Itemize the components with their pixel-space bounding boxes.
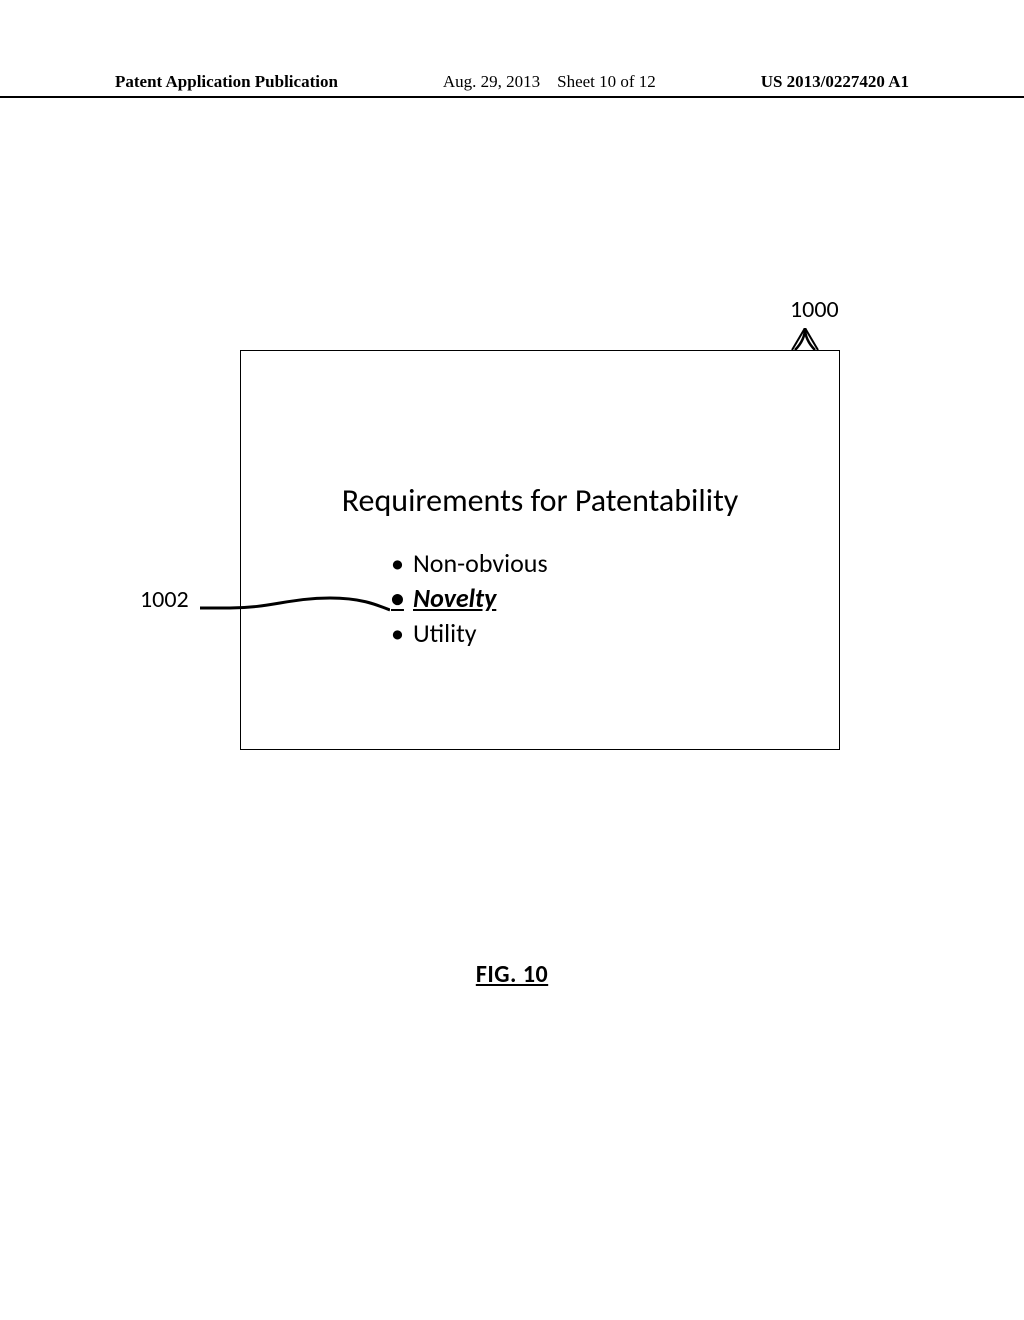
publication-type: Patent Application Publication — [115, 72, 338, 92]
lead-line-1002 — [200, 596, 390, 616]
bullet-dot-icon: • — [391, 616, 404, 651]
bullet-item-2-emphasized: • Novelty — [391, 581, 548, 616]
bullet-list: • Non-obvious • Novelty • Utility — [391, 546, 548, 651]
reference-numeral-1002: 1002 — [140, 585, 189, 614]
lead-line-1000 — [790, 328, 820, 352]
figure-label: FIG. 10 — [0, 960, 1024, 989]
publication-number: US 2013/0227420 A1 — [761, 72, 909, 92]
bullet-item-1: • Non-obvious — [391, 546, 548, 581]
bullet-dot-icon: • — [391, 581, 404, 616]
bullet-text-1: Non-obvious — [413, 547, 548, 579]
bullet-text-3: Utility — [413, 617, 477, 649]
publication-date: Aug. 29, 2013 — [443, 72, 540, 91]
sheet-info: Sheet 10 of 12 — [557, 72, 656, 91]
page-header: Patent Application Publication Aug. 29, … — [0, 72, 1024, 98]
header-center-group: Aug. 29, 2013 Sheet 10 of 12 — [443, 72, 656, 92]
bullet-text-2: Novelty — [413, 582, 496, 614]
bullet-item-3: • Utility — [391, 616, 548, 651]
presentation-slide: Requirements for Patentability • Non-obv… — [240, 350, 840, 750]
figure-diagram: 1000 Requirements for Patentability • No… — [0, 310, 1024, 910]
slide-title: Requirements for Patentability — [241, 481, 839, 520]
bullet-dot-icon: • — [391, 546, 404, 581]
reference-numeral-1000: 1000 — [790, 295, 839, 324]
